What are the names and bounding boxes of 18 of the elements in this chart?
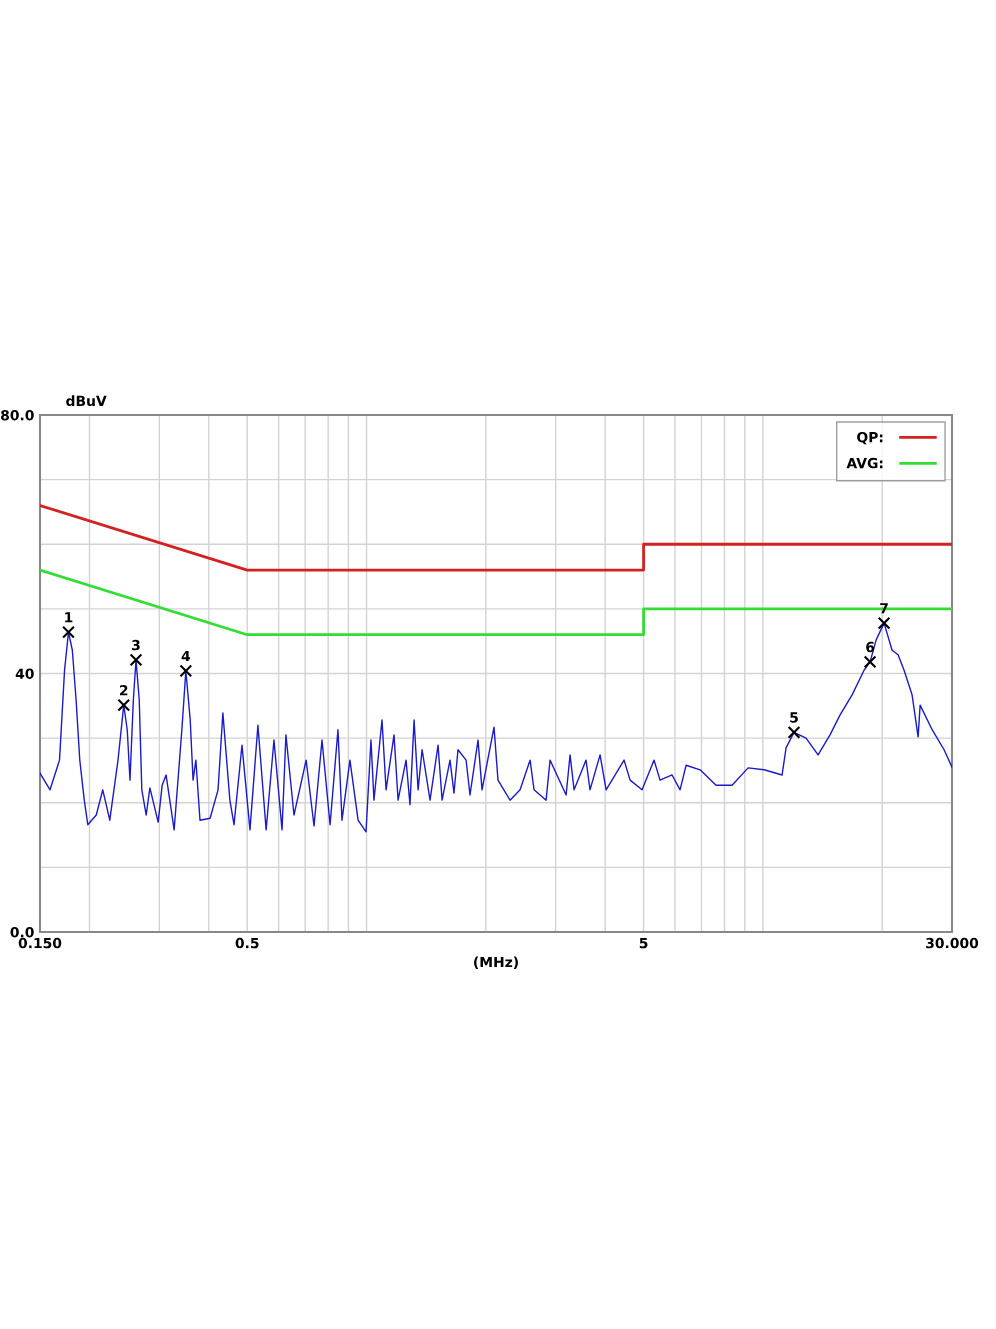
annotation: 7	[880, 603, 888, 614]
x-tick-label: 0.5	[235, 937, 259, 949]
annotation: 4	[181, 650, 191, 662]
y-axis-title: dBuV	[66, 395, 107, 407]
x-axis-title: (MHz)	[474, 956, 518, 969]
annotation: 2	[120, 685, 128, 696]
legend-label: QP:	[857, 431, 883, 445]
annotation: 6	[866, 641, 875, 653]
annotation: 3	[132, 639, 140, 651]
annotation: 5	[790, 712, 798, 723]
annotation: 1	[65, 612, 73, 623]
y-tick-label: 0.0	[10, 926, 34, 938]
y-tick-label: 40	[15, 668, 34, 679]
x-tick-label: 5	[639, 937, 648, 949]
legend-label: AVG:	[846, 457, 883, 469]
x-tick-label: 30.000	[926, 937, 979, 949]
y-tick-label: 80.0	[1, 409, 34, 421]
x-tick-label: 0.150	[18, 937, 62, 949]
